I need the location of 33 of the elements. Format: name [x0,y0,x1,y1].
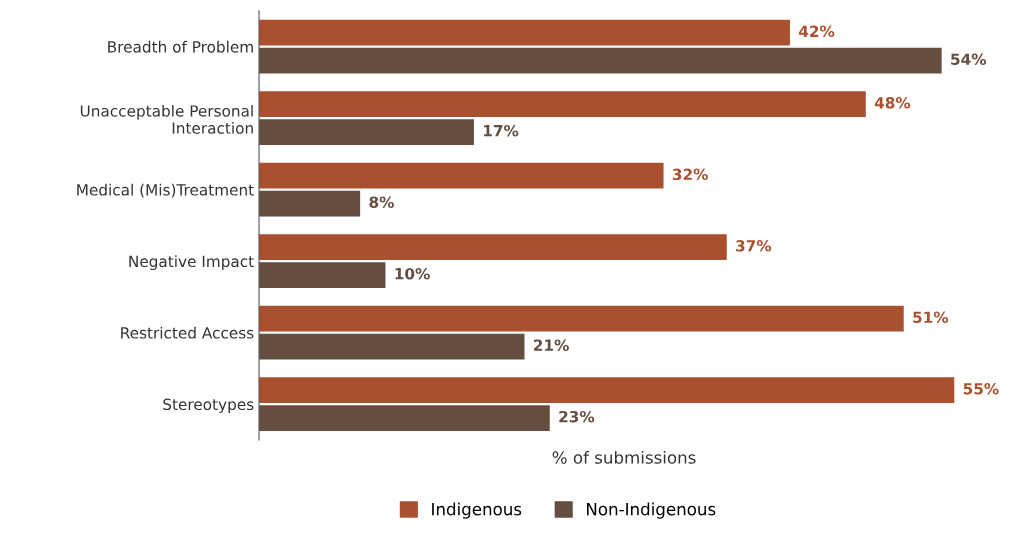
data-label: 23% [559,410,595,423]
data-label: 51% [913,311,949,324]
bar [259,47,942,74]
y-tick-label: Medical (Mis)Treatment [77,183,254,198]
bar [259,234,727,261]
bar [259,162,664,189]
data-label: 37% [736,240,772,252]
data-label: 48% [874,97,911,109]
y-tick-label: Unacceptable Personal Interaction [80,104,253,134]
data-label: 17% [483,124,519,137]
bar [259,377,955,404]
bar [259,405,550,431]
bar [259,19,790,46]
legend-label: Indigenous [432,502,522,519]
data-label: 42% [798,25,835,38]
bar [259,190,361,217]
bar [259,333,525,360]
y-tick-label: Negative Impact [129,255,254,271]
data-label: 32% [672,168,708,181]
bar [259,119,474,145]
data-label: 55% [963,383,999,395]
y-tick-label: Restricted Access [121,326,254,339]
bar [259,262,386,288]
bar [259,305,904,332]
data-label: 21% [534,339,569,351]
y-tick-label: Stereotypes [163,398,254,414]
legend-label: Non-Indigenous [587,502,716,519]
data-label: 10% [395,267,430,280]
data-label: 8% [369,196,394,208]
x-axis-title: % of submissions [552,450,696,464]
bar [259,91,866,118]
y-tick-label: Breadth of Problem [108,40,253,53]
data-label: 54% [951,53,987,65]
